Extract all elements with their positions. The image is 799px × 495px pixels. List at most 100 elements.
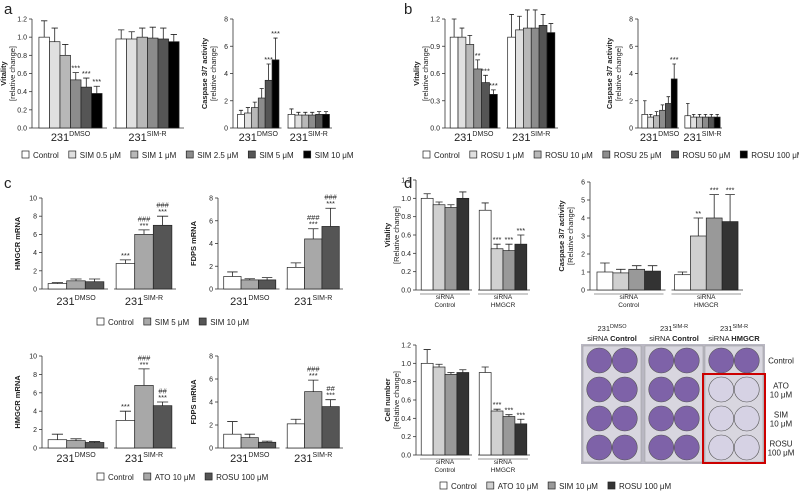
y-tick-label: 0.0 [401, 288, 411, 295]
error-bar [51, 433, 63, 440]
error-bar [149, 26, 156, 39]
text-part: SIM-R [313, 452, 333, 459]
y-tick-label: 6 [33, 390, 37, 397]
bar [286, 423, 305, 449]
text-part: siRNA [587, 334, 608, 343]
y-tick-label: 4 [581, 216, 585, 223]
y-tick-label: 0 [224, 126, 228, 133]
bar [286, 267, 305, 290]
significance-label: *** [309, 371, 318, 380]
well [611, 376, 638, 403]
error-bar [505, 243, 513, 251]
y-tick-label: 0 [629, 126, 633, 133]
error-bar [517, 234, 525, 245]
legend-swatch [547, 481, 556, 490]
bar [644, 270, 661, 291]
legend-label: ROSU 100 μM [751, 151, 799, 160]
plate-row-label: 10 μM [770, 420, 793, 429]
bar [705, 217, 723, 291]
bar [244, 112, 252, 129]
y-axis-label: Vitality [412, 60, 421, 85]
error-bar [41, 20, 48, 38]
error-bar [157, 215, 169, 226]
error-bar [296, 111, 301, 116]
error-bar [451, 18, 457, 38]
panel-label: b [404, 1, 412, 18]
error-bar [273, 37, 278, 60]
bar [66, 440, 86, 449]
error-bar [51, 282, 63, 284]
x-category-label: Control [435, 302, 457, 309]
bar [168, 41, 180, 129]
panel-label: a [4, 1, 13, 18]
plate-column-label: 231SIM-R [720, 324, 748, 333]
well [673, 405, 700, 432]
highlight-box [702, 373, 766, 464]
y-axis-sublabel: [relative change] [8, 46, 17, 101]
bar [432, 366, 446, 456]
text-part: 231 [56, 453, 74, 465]
text-part: 231 [720, 324, 733, 333]
text-part: DMSO [248, 295, 270, 302]
significance-label: *** [493, 235, 502, 244]
significance-label: *** [516, 226, 525, 235]
error-bar [51, 27, 58, 42]
well [673, 376, 700, 403]
significance-label: *** [309, 220, 318, 229]
bar [264, 79, 273, 129]
plate-row-label: SIM [774, 411, 789, 420]
bar [502, 250, 516, 291]
bar [420, 197, 434, 291]
y-tick-label: 0 [33, 446, 37, 453]
text-part: DMSO [75, 295, 97, 302]
y-axis-label: Vitality [383, 222, 392, 247]
bar [321, 226, 340, 290]
bar [49, 41, 61, 129]
y-tick-label: 4 [209, 241, 213, 248]
text-part: 231 [660, 324, 673, 333]
bar [223, 433, 242, 449]
x-category-label: 231DMSO [56, 452, 96, 465]
y-tick-label: 8 [33, 214, 37, 221]
well [708, 347, 735, 374]
y-tick-label: 2 [209, 264, 213, 271]
error-bar [252, 101, 257, 108]
error-bar [691, 113, 696, 118]
bar [690, 235, 707, 291]
error-bar [89, 278, 101, 282]
error-bar [435, 201, 443, 205]
y-axis-sublabel: [relative change] [614, 46, 623, 101]
error-bar [666, 96, 671, 104]
text-part: DMSO [472, 131, 494, 138]
legend-swatch [130, 150, 139, 159]
well [648, 405, 675, 432]
y-tick-label: 1.0 [401, 196, 411, 203]
bar [240, 437, 259, 449]
y-tick-label: 1.2 [401, 343, 411, 350]
error-bar [93, 85, 100, 94]
plate-column-label: siRNA HMGCR [708, 334, 760, 343]
y-tick-label: 4 [224, 71, 228, 78]
error-bar [459, 191, 467, 199]
error-bar [517, 418, 525, 424]
significance-label: ### [138, 353, 151, 362]
y-tick-label: 6 [629, 44, 633, 51]
legend-label: Control [33, 151, 59, 160]
error-bar [325, 399, 336, 407]
legend-swatch [21, 150, 30, 159]
x-category-label: siRNA [494, 459, 513, 466]
bar [449, 36, 459, 129]
well [586, 434, 613, 461]
well [586, 376, 613, 403]
significance-label: *** [670, 55, 679, 64]
y-tick-label: 1.2 [401, 178, 411, 185]
y-tick-label: 3 [581, 234, 585, 241]
text-part: 231 [125, 296, 143, 308]
y-axis-sublabel: [Relative change] [392, 206, 401, 264]
well [611, 434, 638, 461]
bar [315, 114, 323, 129]
significance-label: *** [92, 77, 101, 86]
x-category-label: siRNA [620, 294, 639, 301]
y-axis-sublabel: [Relative change] [566, 207, 575, 265]
